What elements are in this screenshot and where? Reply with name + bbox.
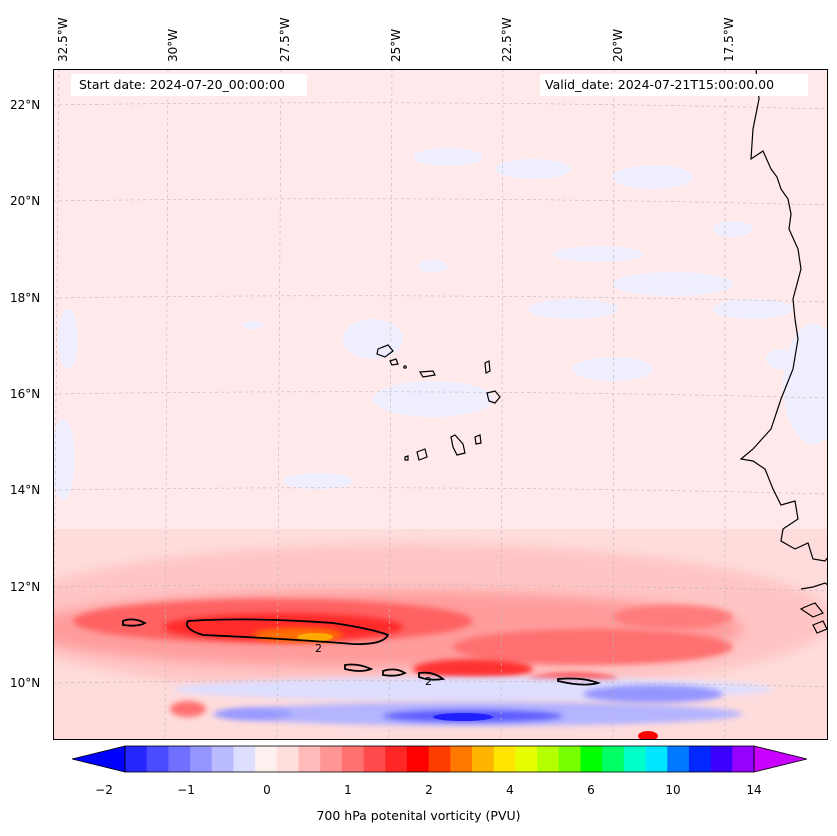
colorbar-cell <box>320 746 343 772</box>
map-panel: 2 2 <box>53 69 828 740</box>
colorbar-cell <box>428 746 451 772</box>
colorbar-cell <box>385 746 408 772</box>
lat-label-14n: 14°N <box>10 483 41 497</box>
colorbar-cell <box>298 746 321 772</box>
map-frame <box>53 69 828 740</box>
colorbar-cell <box>710 746 733 772</box>
colorbar-cell <box>190 746 213 772</box>
colorbar-frame <box>124 745 755 773</box>
lon-label-27.5w: 27.5°W <box>278 17 292 62</box>
colorbar-cell <box>406 746 430 772</box>
colorbar-cell <box>276 746 300 772</box>
colorbar-cell <box>732 746 755 772</box>
colorbar-cell <box>341 746 365 772</box>
colorbar-cell <box>602 746 625 772</box>
colorbar-cell <box>125 746 148 772</box>
colorbar <box>71 745 808 773</box>
colorbar-tick-1: 1 <box>344 783 352 797</box>
colorbar-tick--2: −2 <box>95 783 113 797</box>
colorbar-cell <box>472 746 495 772</box>
colorbar-tick-6: 6 <box>587 783 595 797</box>
colorbar-cell <box>233 746 256 772</box>
lat-label-18n: 18°N <box>10 291 41 305</box>
lon-label-32.5w: 32.5°W <box>56 17 70 62</box>
start-date-box <box>71 74 307 96</box>
colorbar-cell <box>493 746 516 772</box>
colorbar-tick-2: 2 <box>425 783 433 797</box>
colorbar-max-extension <box>753 745 808 773</box>
pv-2-contours <box>122 618 601 686</box>
colorbar-cell <box>363 746 386 772</box>
colorbar-tick-10: 10 <box>665 783 681 797</box>
contour-label-1: 2 <box>315 642 322 655</box>
colorbar-cell <box>255 746 278 772</box>
colorbar-cell <box>580 746 603 772</box>
colorbar-label: 700 hPa potenital vorticity (PVU) <box>316 808 521 823</box>
colorbar-cell <box>667 746 690 772</box>
valid-date-box <box>540 74 808 96</box>
lat-label-16n: 16°N <box>10 387 41 401</box>
colorbar-tick-4: 4 <box>506 783 514 797</box>
lon-label-20w: 20°W <box>611 28 625 62</box>
negative-pv-faint-patches <box>53 148 828 499</box>
colorbar-cell <box>623 746 647 772</box>
lat-label-22n: 22°N <box>10 98 41 112</box>
african-coastline <box>739 69 828 562</box>
lon-label-30w: 30°W <box>166 28 180 62</box>
colorbar-cell <box>450 746 473 772</box>
lat-label-12n: 12°N <box>10 580 41 594</box>
cape-verde-islands <box>376 344 501 461</box>
colorbar-tick--1: −1 <box>177 783 195 797</box>
colorbar-tick-0: 0 <box>263 783 271 797</box>
colorbar-cell <box>688 746 712 772</box>
colorbar-tick-14: 14 <box>746 783 762 797</box>
colorbar-cell <box>537 746 560 772</box>
colorbar-min-extension <box>71 745 126 773</box>
colorbar-cell <box>211 746 234 772</box>
colorbar-cell <box>146 746 169 772</box>
lat-label-10n: 10°N <box>10 676 41 690</box>
colorbar-cell <box>515 746 538 772</box>
lon-label-17.5w: 17.5°W <box>722 17 736 62</box>
colorbar-cell <box>645 746 668 772</box>
valid-date-text: Valid_date: 2024-07-21T15:00:00.00 <box>545 77 775 92</box>
lon-label-25w: 25°W <box>389 28 403 62</box>
start-date-text: Start date: 2024-07-20_00:00:00 <box>79 77 285 92</box>
lat-label-20n: 20°N <box>10 194 41 208</box>
colorbar-cell <box>168 746 191 772</box>
contour-label-2: 2 <box>425 675 432 688</box>
lon-label-22.5w: 22.5°W <box>500 17 514 62</box>
colorbar-cell <box>558 746 581 772</box>
